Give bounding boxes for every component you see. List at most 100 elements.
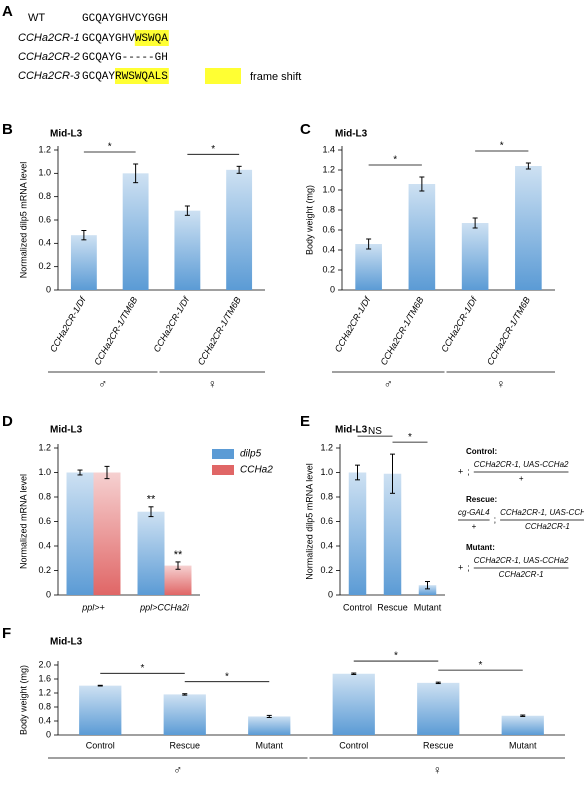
legend-label: dilp5 [240, 449, 262, 460]
key-symbol: + [458, 562, 463, 572]
x-tick-label: Mutant [414, 602, 442, 612]
bar [163, 694, 206, 735]
significance-label: * [211, 144, 215, 155]
y-tick-label: 0.4 [38, 238, 51, 248]
x-tick-label: CCHa2CR-1/TM6B [378, 295, 425, 367]
y-axis-label: Normalized mRNA level [18, 474, 28, 569]
significance-label: * [108, 142, 112, 153]
y-tick-label: 0.8 [38, 491, 51, 501]
y-tick-label: 0.8 [320, 491, 333, 501]
error-bar [97, 684, 103, 687]
y-tick-label: 0 [46, 284, 51, 294]
key-title: Rescue: [466, 495, 497, 504]
y-tick-label: 0.6 [38, 516, 51, 526]
sequence: GCQAYGHVCYGGH [82, 13, 168, 25]
chart-title: Mid-L3 [335, 129, 368, 140]
y-tick-label: 0.4 [38, 715, 51, 725]
key-denominator: + [519, 474, 524, 483]
y-tick-label: 1.2 [38, 442, 51, 452]
bar [355, 244, 382, 290]
group-label: ♀ [496, 377, 505, 391]
y-tick-label: 0.8 [38, 701, 51, 711]
genotype-label: CCHa2CR-3 [18, 70, 81, 82]
key-title: Control: [466, 447, 497, 456]
legend-swatch [205, 68, 241, 84]
significance-label: ** [174, 549, 183, 561]
bar [79, 685, 122, 735]
sequence: GCQAYG-----GH [82, 52, 168, 64]
group-label: ♂ [173, 763, 182, 777]
bar [174, 210, 201, 290]
key-symbol: ; [467, 466, 470, 476]
y-tick-label: 1.6 [38, 673, 51, 683]
x-tick-label: ppl>CCHa2i [139, 602, 190, 612]
y-tick-label: 1.2 [38, 144, 51, 154]
x-tick-label: ppl>+ [81, 602, 105, 612]
panel-letter: C [300, 121, 311, 138]
sequence: GCQAYGHV [82, 33, 135, 45]
genotype-label: CCHa2CR-2 [18, 51, 80, 63]
group-label: ♂ [384, 377, 393, 391]
significance-label: ** [147, 494, 156, 506]
panel-letter: B [2, 121, 13, 138]
y-tick-label: 0.6 [38, 214, 51, 224]
error-bar [390, 453, 395, 494]
y-tick-label: 0.2 [322, 264, 335, 274]
y-axis-label: Normalized dilp5 mRNA level [18, 162, 28, 279]
genotype-label: WT [28, 12, 45, 24]
key-denominator: CCHa2CR-1 [499, 570, 544, 579]
key-numerator: cg-GAL4 [458, 508, 490, 517]
panel-letter: A [2, 3, 13, 20]
y-tick-label: 0 [330, 284, 335, 294]
bar [137, 511, 165, 595]
y-tick-label: 1.0 [38, 168, 51, 178]
y-tick-label: 1.0 [38, 467, 51, 477]
x-tick-label: CCHa2CR-1/Df [151, 294, 191, 354]
key-symbol: + [458, 466, 463, 476]
panel-letter: F [2, 625, 11, 642]
panel-letter: D [2, 413, 13, 430]
y-tick-label: 0.4 [38, 540, 51, 550]
panel-letter: E [300, 413, 310, 430]
bar [66, 472, 94, 595]
y-tick-label: 0 [46, 589, 51, 599]
y-tick-label: 0.6 [322, 224, 335, 234]
y-tick-label: 0 [46, 729, 51, 739]
error-bar [266, 714, 272, 718]
key-numerator: CCHa2CR-1, UAS-CCHa2 [474, 460, 569, 469]
y-tick-label: 1.0 [322, 184, 335, 194]
error-bar [425, 581, 430, 590]
key-numerator: CCHa2CR-1, UAS-CCHa2 [500, 508, 584, 517]
chart-title: Mid-L3 [335, 425, 368, 436]
bar [515, 166, 542, 290]
significance-label: * [408, 432, 412, 443]
error-bar [355, 464, 360, 481]
error-bar [81, 230, 87, 241]
key-title: Mutant: [466, 543, 495, 552]
key-symbol: ; [467, 562, 470, 572]
significance-label: NS [368, 426, 382, 437]
x-tick-label: Rescue [423, 740, 454, 750]
chart-title: Mid-L3 [50, 129, 83, 140]
bar [70, 235, 97, 290]
x-tick-label: Mutant [509, 740, 537, 750]
y-axis-label: Body weight (mg) [304, 185, 314, 255]
y-tick-label: 1.2 [322, 164, 335, 174]
error-bar [435, 681, 441, 685]
sequence-highlight: RWSWQALS [115, 71, 168, 83]
legend-swatch [212, 465, 234, 475]
error-bar [419, 176, 425, 192]
significance-label: * [394, 651, 398, 662]
key-symbol: ; [494, 514, 497, 524]
highlight [115, 68, 169, 84]
bar [122, 173, 149, 290]
group-label: ♀ [433, 763, 442, 777]
y-tick-label: 1.2 [38, 687, 51, 697]
bar [93, 472, 121, 595]
error-bar [525, 162, 531, 170]
highlight [134, 30, 169, 46]
y-tick-label: 1.4 [322, 144, 335, 154]
legend-swatch [212, 449, 234, 459]
significance-label: * [141, 663, 145, 674]
